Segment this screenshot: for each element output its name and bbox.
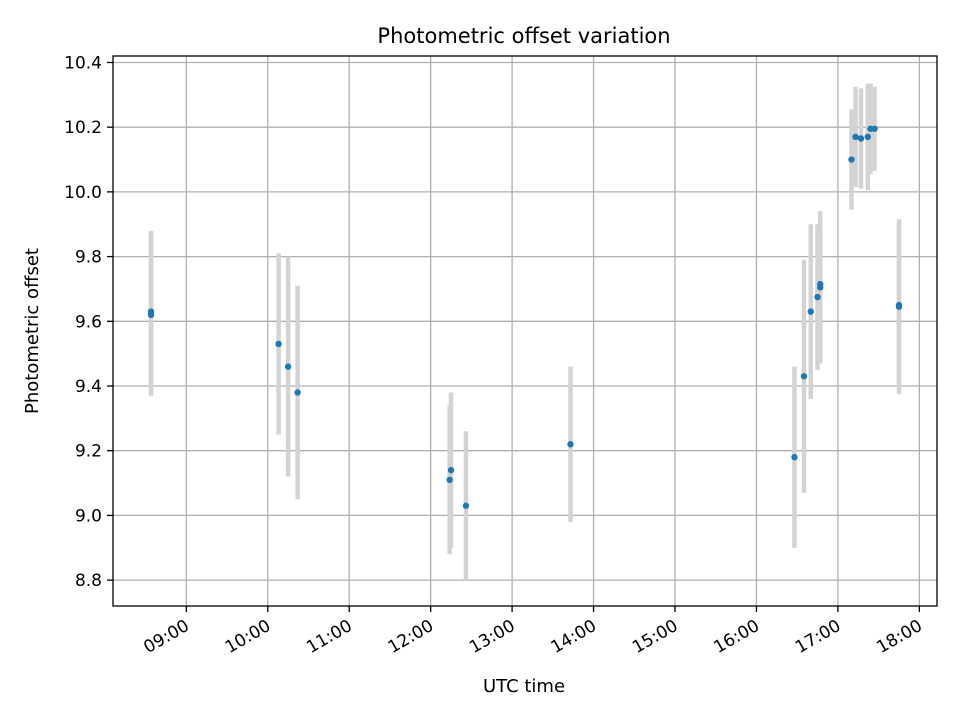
grid <box>113 56 937 606</box>
data-point <box>447 466 455 474</box>
y-tick-label: 10.0 <box>64 183 102 203</box>
plot-frame <box>112 55 938 607</box>
y-tick-label: 9.0 <box>75 506 102 526</box>
data-point <box>817 280 824 288</box>
data-point <box>895 301 903 309</box>
data-point <box>284 363 292 370</box>
y-axis-ticks: 8.8 9.0 9.2 9.4 9.6 9.8 10.0 10.2 10.4 <box>64 53 113 591</box>
data-points <box>147 125 903 509</box>
data-point <box>275 340 282 348</box>
y-tick-label: 10.2 <box>64 118 102 138</box>
y-tick-label: 10.4 <box>64 53 102 73</box>
data-point <box>791 453 798 461</box>
y-tick-label: 9.6 <box>75 312 102 332</box>
data-point <box>857 135 865 142</box>
data-point <box>800 373 808 380</box>
data-point <box>852 133 859 141</box>
data-point <box>864 133 871 141</box>
x-axis-label: UTC time <box>483 676 565 697</box>
data-point <box>147 308 155 315</box>
y-tick-label: 9.8 <box>75 248 102 268</box>
data-point <box>848 156 855 163</box>
data-point <box>294 389 301 396</box>
chart-title: Photometric offset variation <box>377 24 670 48</box>
data-point <box>814 293 821 301</box>
y-axis-label: Photometric offset <box>22 248 43 414</box>
y-tick-label: 9.2 <box>75 442 102 462</box>
data-point <box>446 476 453 484</box>
y-tick-label: 9.4 <box>75 377 102 397</box>
data-point <box>871 125 878 132</box>
data-point <box>462 502 470 509</box>
y-tick-label: 8.8 <box>75 571 102 591</box>
data-point <box>567 441 574 448</box>
data-point <box>807 308 814 315</box>
